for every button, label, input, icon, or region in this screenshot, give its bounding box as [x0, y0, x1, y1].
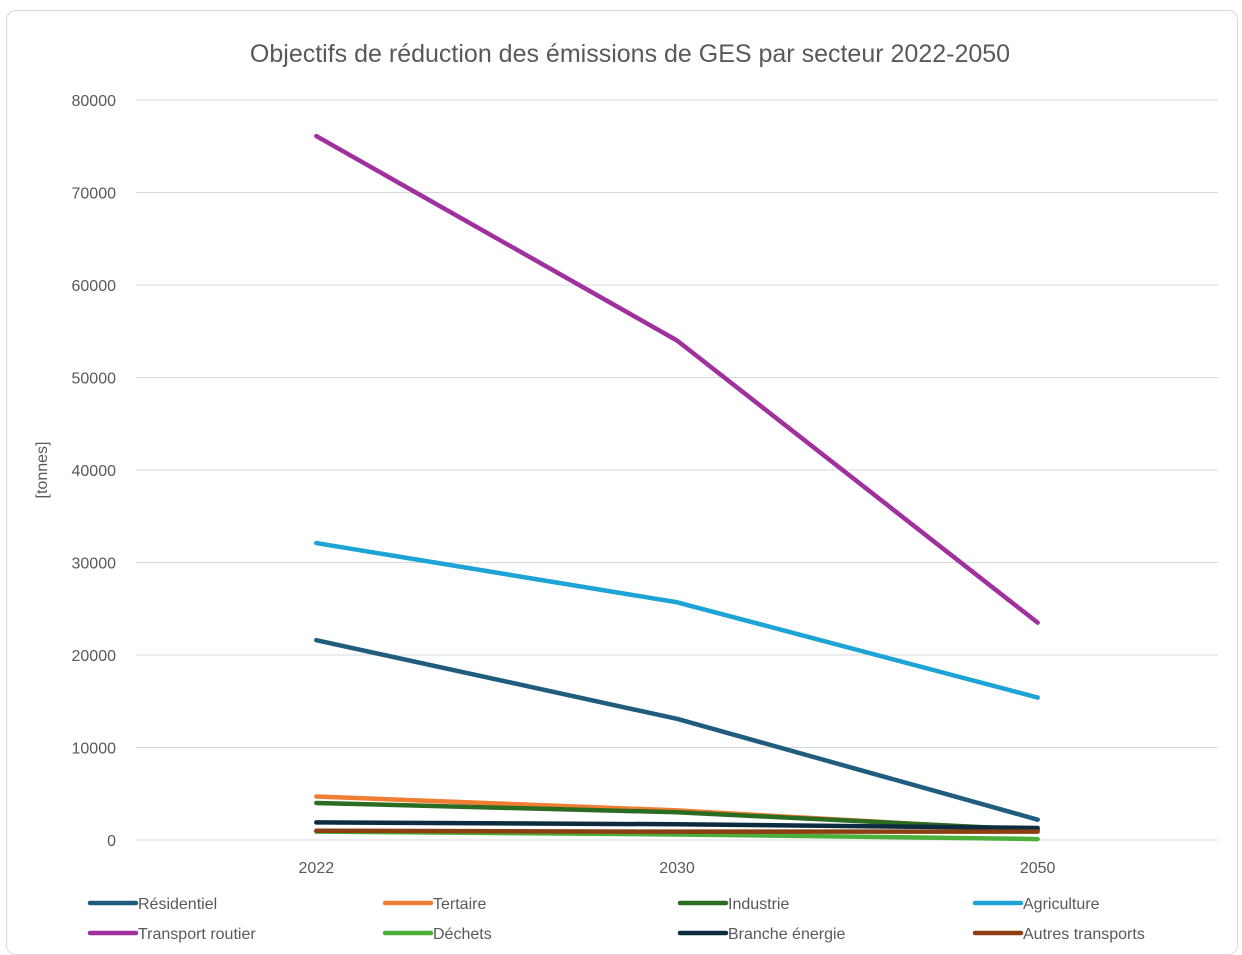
- y-axis-ticks: 0 10000 20000 30000 40000 50000 60000 70000 8000…: [72, 93, 117, 850]
- legend-label: Déchets: [433, 926, 492, 943]
- series-lines: [314, 133, 1040, 842]
- series-line-transport-routier: [314, 133, 1040, 625]
- series-line-industrie: [314, 800, 1040, 833]
- chart-frame: [6, 10, 1238, 955]
- legend-label: Résidentiel: [138, 896, 217, 913]
- series-line-branche-energie: [314, 820, 1040, 831]
- legend: Résidentiel Tertaire Industrie Agriculture T…: [87, 896, 1145, 943]
- series-line-agriculture: [314, 540, 1040, 700]
- y-tick-label: 60000: [72, 278, 117, 295]
- legend-label: Industrie: [728, 896, 789, 913]
- legend-label: Tertaire: [433, 896, 486, 913]
- y-tick-label: 70000: [72, 186, 117, 203]
- x-tick-label: 2030: [659, 860, 695, 877]
- legend-label: Agriculture: [1023, 896, 1100, 913]
- legend-label: Branche énergie: [728, 926, 846, 943]
- y-tick-label: 0: [107, 833, 116, 850]
- legend-label: Transport routier: [138, 926, 256, 943]
- y-tick-label: 80000: [72, 93, 117, 110]
- x-tick-label: 2050: [1020, 860, 1056, 877]
- gridlines: [136, 99, 1218, 841]
- x-tick-label: 2022: [299, 860, 335, 877]
- series-line-autres-transports: [314, 828, 1040, 834]
- series-line-residentiel: [314, 637, 1040, 822]
- y-tick-label: 10000: [72, 741, 117, 758]
- y-tick-label: 30000: [72, 556, 117, 573]
- y-axis-title: [tonnes]: [34, 442, 51, 499]
- x-axis-ticks: 2022 2030 2050: [299, 860, 1056, 877]
- y-tick-label: 20000: [72, 648, 117, 665]
- chart-title: Objectifs de réduction des émissions de …: [250, 40, 1010, 68]
- y-tick-label: 50000: [72, 371, 117, 388]
- y-tick-label: 40000: [72, 463, 117, 480]
- legend-label: Autres transports: [1023, 926, 1145, 943]
